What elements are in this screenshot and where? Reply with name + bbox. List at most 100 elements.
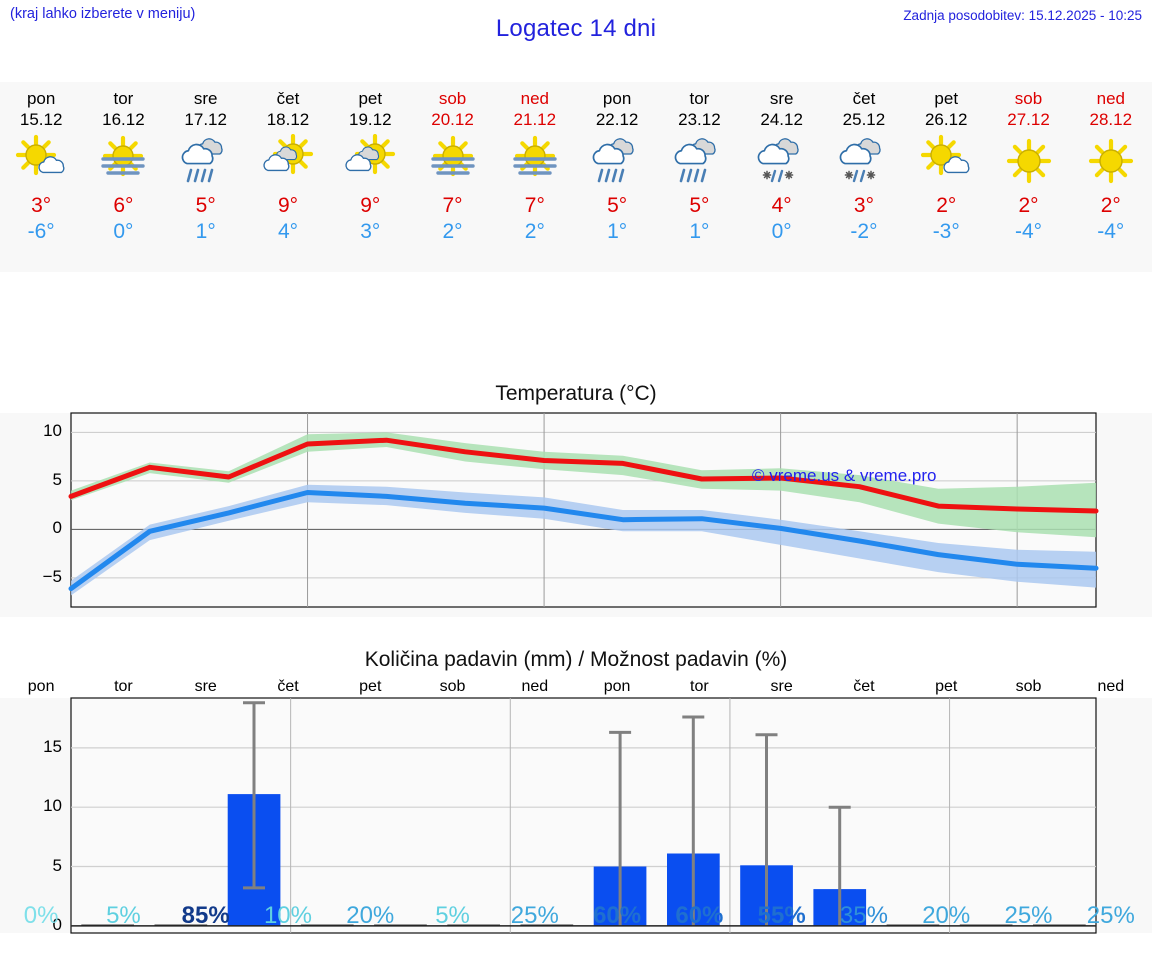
max-temperature-label: 5° xyxy=(607,194,628,217)
sun-behind-cloud-icon xyxy=(342,133,398,193)
forecast-day-column[interactable]: pon 15.12 3° -6° xyxy=(0,82,82,272)
forecast-day-column[interactable]: čet 25.12 3° -2° xyxy=(823,82,905,272)
precipitation-day-label: tor xyxy=(690,678,709,695)
min-temperature-label: -4° xyxy=(1097,220,1125,243)
day-date-label: 24.12 xyxy=(760,110,803,129)
last-updated-text: Zadnja posodobitev: 15.12.2025 - 10:25 xyxy=(903,8,1142,23)
precipitation-day-label: ned xyxy=(1097,678,1125,695)
precipitation-day-label: čet xyxy=(853,678,875,695)
weather-icon-container xyxy=(1070,134,1152,190)
page-title: Logatec 14 dni xyxy=(495,15,657,42)
weather-icon-container xyxy=(411,134,493,190)
max-temperature-label: 5° xyxy=(689,194,710,217)
day-of-week-label: čet xyxy=(852,89,876,108)
temperature-chart: Temperatura (°C) 10 5 0 −5 xyxy=(0,382,1152,617)
min-temperature-label: 1° xyxy=(195,220,216,243)
precipitation-day-label: pet xyxy=(935,678,958,695)
max-temperature-label: 4° xyxy=(771,194,792,217)
precipitation-day-label: pon xyxy=(603,678,631,695)
day-date-label: 18.12 xyxy=(266,110,310,129)
sun-fog-icon xyxy=(425,134,481,193)
temperature-y-tick-label: 0 xyxy=(52,518,62,538)
forecast-day-column[interactable]: tor 16.12 6° 0° xyxy=(82,82,164,272)
temperature-y-tick-label: 5 xyxy=(52,469,62,489)
min-temperature-label: 4° xyxy=(277,220,299,243)
forecast-day-column[interactable]: sob 20.12 7° 2° xyxy=(411,82,493,272)
precipitation-y-tick-label: 10 xyxy=(43,796,62,816)
precipitation-probability-label: 35% xyxy=(839,902,888,929)
max-temperature-label: 7° xyxy=(442,194,463,217)
sun-cloud-icon xyxy=(13,134,69,193)
max-temperature-label: 2° xyxy=(936,194,957,217)
precipitation-day-label: pet xyxy=(359,678,382,695)
day-of-week-label: sre xyxy=(193,89,218,108)
daily-forecast-strip: pon 15.12 3° -6° tor 16.12 6° 0° sre 17.12 5° 1°… xyxy=(0,82,1152,272)
forecast-day-column[interactable]: sre 24.12 4° 0° xyxy=(741,82,823,272)
precipitation-probability-label: 25% xyxy=(1086,902,1135,929)
precipitation-probability-label: 55% xyxy=(757,902,806,929)
day-of-week-label: ned xyxy=(1096,89,1125,108)
day-date-label: 19.12 xyxy=(348,110,392,129)
forecast-day-column[interactable]: čet 18.12 9° 4° xyxy=(247,82,329,272)
precipitation-day-label: sre xyxy=(770,678,793,695)
weather-icon-container xyxy=(576,134,658,190)
day-of-week-label: čet xyxy=(276,89,300,108)
min-temperature-label: -4° xyxy=(1014,220,1043,243)
precipitation-y-tick-label: 5 xyxy=(52,855,62,875)
day-date-label: 27.12 xyxy=(1007,110,1050,129)
sun-icon xyxy=(1083,134,1139,193)
weather-icon-container xyxy=(247,133,329,193)
max-temperature-label: 9° xyxy=(277,194,299,217)
copyright-watermark: © vreme.us & vreme.pro xyxy=(752,466,937,485)
min-temperature-label: -2° xyxy=(850,220,878,243)
day-of-week-label: tor xyxy=(113,89,134,108)
precipitation-probability-row: 0% 5% 85% 10% 20% 5% 25% 60% 60% 55% 35% 20% 25% 25% xyxy=(0,898,1152,938)
precipitation-probability-label: 20% xyxy=(922,902,971,929)
sun-behind-cloud-icon xyxy=(260,133,316,193)
precipitation-day-label: sob xyxy=(1015,678,1042,695)
forecast-day-column[interactable]: ned 21.12 7° 2° xyxy=(494,82,576,272)
precipitation-probability-label: 20% xyxy=(346,902,395,929)
min-temperature-label: 2° xyxy=(442,220,463,243)
cloud-rain-icon xyxy=(589,134,645,193)
cloud-sleet-icon xyxy=(754,134,810,193)
menu-hint-text: (kraj lahko izberete v meniju) xyxy=(10,6,196,22)
forecast-day-column[interactable]: pon 22.12 5° 1° xyxy=(576,82,658,272)
max-temperature-label: 2° xyxy=(1100,194,1121,217)
precipitation-probability-label: 5% xyxy=(435,902,470,929)
day-date-label: 22.12 xyxy=(595,110,639,129)
max-temperature-label: 2° xyxy=(1018,194,1039,217)
day-of-week-label: sre xyxy=(769,89,794,108)
forecast-day-column[interactable]: sre 17.12 5° 1° xyxy=(165,82,247,272)
weather-icon-container xyxy=(0,134,82,190)
precipitation-day-label: sre xyxy=(194,678,217,695)
forecast-day-column[interactable]: sob 27.12 2° -4° xyxy=(987,82,1069,272)
temperature-chart-title: Temperatura (°C) xyxy=(495,382,657,405)
forecast-day-column[interactable]: pet 19.12 9° 3° xyxy=(329,82,411,272)
precipitation-day-label: pon xyxy=(27,678,55,695)
day-date-label: 23.12 xyxy=(678,110,721,129)
day-of-week-label: tor xyxy=(689,89,710,108)
day-date-label: 16.12 xyxy=(102,110,145,129)
precipitation-day-label: sob xyxy=(439,678,466,695)
forecast-day-column[interactable]: ned 28.12 2° -4° xyxy=(1070,82,1152,272)
min-temperature-label: -3° xyxy=(932,220,960,243)
weather-icon-container xyxy=(741,134,823,190)
weather-icon-container xyxy=(987,134,1069,190)
precipitation-probability-label: 25% xyxy=(510,902,559,929)
weather-icon-container xyxy=(165,134,247,190)
day-of-week-label: pet xyxy=(934,89,959,108)
forecast-day-column[interactable]: pet 26.12 2° -3° xyxy=(905,82,987,272)
max-temperature-label: 9° xyxy=(360,194,381,217)
min-temperature-label: 0° xyxy=(113,220,134,243)
day-date-label: 21.12 xyxy=(513,110,557,129)
weather-icon-container xyxy=(905,134,987,190)
sun-fog-icon xyxy=(95,134,151,193)
precipitation-day-label: ned xyxy=(521,678,549,695)
forecast-day-column[interactable]: tor 23.12 5° 1° xyxy=(658,82,740,272)
day-date-label: 17.12 xyxy=(184,110,227,129)
min-temperature-label: 0° xyxy=(771,220,792,243)
sun-icon xyxy=(1001,134,1057,193)
cloud-sleet-icon xyxy=(836,134,892,193)
